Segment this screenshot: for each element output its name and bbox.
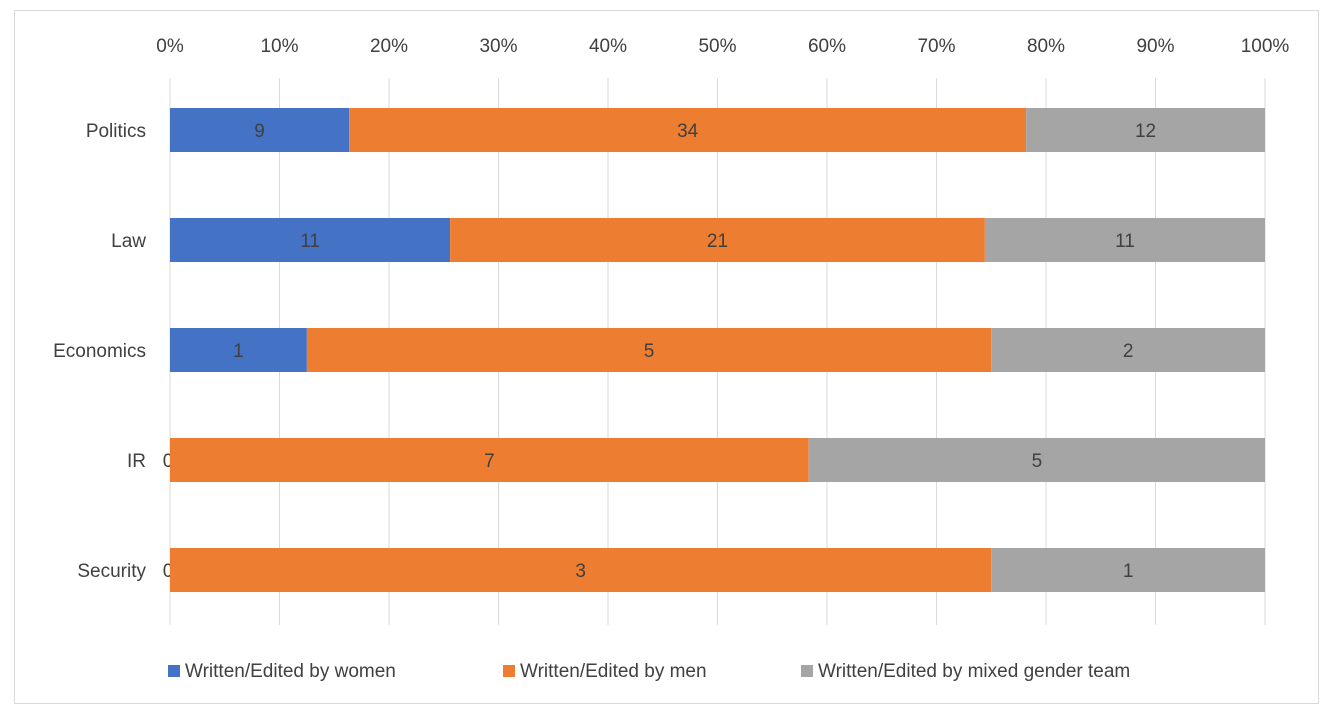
bar-segment (170, 218, 451, 262)
x-tick-label: 10% (260, 36, 298, 57)
bar-segment (450, 218, 985, 262)
category-label: Politics (86, 121, 146, 142)
bar-segment (170, 328, 307, 372)
legend-entry: Written/Edited by women (185, 661, 396, 682)
data-label: 1 (233, 341, 244, 362)
bar-segment (984, 218, 1265, 262)
x-tick-label: 30% (479, 36, 517, 57)
data-label: 0 (163, 451, 174, 472)
data-label: 34 (677, 121, 699, 142)
data-label: 7 (484, 451, 495, 472)
category-label: IR (127, 451, 146, 472)
x-tick-label: 100% (1241, 36, 1290, 57)
legend-swatch (801, 665, 813, 677)
category-labels: Politics Law Economics IR Security (53, 121, 146, 582)
x-tick-label: 90% (1136, 36, 1174, 57)
data-label: 0 (163, 561, 174, 582)
category-label: Economics (53, 341, 146, 362)
data-label: 5 (644, 341, 655, 362)
x-tick-labels: 0% 10% 20% 30% 40% 50% 60% 70% 80% 90% 100% (156, 36, 1289, 57)
x-tick-label: 0% (156, 36, 184, 57)
bar-segment (170, 108, 350, 152)
data-label: 2 (1123, 341, 1134, 362)
bar-segment (1026, 108, 1265, 152)
data-label: 5 (1032, 451, 1043, 472)
x-tick-label: 20% (370, 36, 408, 57)
bar-segment (808, 438, 1265, 482)
legend: Written/Edited by women Written/Edited by… (168, 661, 1130, 682)
data-label: 12 (1135, 121, 1156, 142)
category-label: Law (111, 231, 146, 252)
legend-swatch (168, 665, 180, 677)
legend-swatch (503, 665, 515, 677)
legend-entry: Written/Edited by mixed gender team (818, 661, 1130, 682)
x-tick-label: 50% (698, 36, 736, 57)
bar-segment (306, 328, 992, 372)
x-tick-label: 70% (917, 36, 955, 57)
legend-entry: Written/Edited by men (520, 661, 707, 682)
bar-segment (991, 328, 1265, 372)
data-label: 11 (300, 231, 320, 252)
data-label: 11 (1115, 231, 1135, 252)
x-tick-label: 60% (808, 36, 846, 57)
x-tick-label: 40% (589, 36, 627, 57)
bar-segment (170, 438, 809, 482)
bar-segment (170, 548, 992, 592)
data-label: 9 (254, 121, 265, 142)
data-label: 21 (707, 231, 728, 252)
x-tick-label: 80% (1027, 36, 1065, 57)
data-label: 3 (575, 561, 586, 582)
bar-segment (991, 548, 1265, 592)
category-label: Security (77, 561, 146, 582)
bar-segment (349, 108, 1027, 152)
data-label: 1 (1123, 561, 1134, 582)
